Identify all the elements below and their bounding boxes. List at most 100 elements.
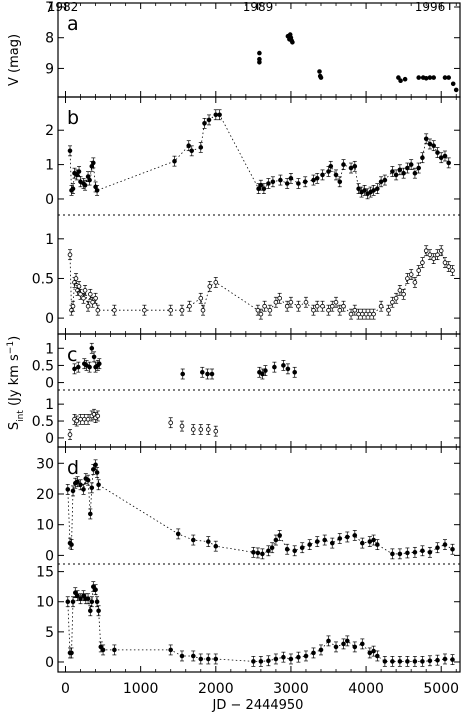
panel-b-lower-data-point xyxy=(88,291,93,297)
panel-a-data-point xyxy=(317,69,322,74)
panel-b-upper-data-point xyxy=(87,177,92,183)
panel-a-data-point xyxy=(427,75,433,80)
panel-b-lower-data-point xyxy=(277,295,283,301)
panel-b-lower-data-point xyxy=(420,260,425,265)
panel-b-lower-data-point xyxy=(81,295,86,301)
panel-b-lower-data-point xyxy=(284,303,290,309)
panel-b-lower-data-point xyxy=(207,284,213,289)
panel-b-upper-data-point xyxy=(94,188,100,193)
panel-d-upper-data-point xyxy=(284,546,290,552)
panel-b-lower-data-point xyxy=(405,276,410,281)
panel-b-upper-data-point xyxy=(213,112,219,118)
panel-d-upper-data-point xyxy=(65,487,71,492)
panel-d-upper-data-point xyxy=(390,551,395,557)
panel-d-lower-data-point xyxy=(70,599,76,604)
y-tick-label: 1 xyxy=(45,341,54,357)
panel-d-lower-data-point xyxy=(96,608,101,614)
panel-d-upper-data-point xyxy=(269,545,275,550)
panel-d-lower-data-point xyxy=(371,648,376,654)
panel-d-upper-data-point xyxy=(442,542,448,547)
panel-a-data-point xyxy=(396,75,401,80)
panel-a-data-point xyxy=(442,75,448,80)
panel-d-lower-data-point xyxy=(390,659,395,664)
panel-d-lower-data-point xyxy=(382,659,388,664)
panel-c-upper-data-point xyxy=(200,369,205,375)
panel-b-lower-data-point xyxy=(311,307,316,313)
panel-b-upper-data-point xyxy=(378,179,384,185)
panel-d-upper-data-point xyxy=(94,470,100,475)
panel-c-lower-data-point xyxy=(213,428,219,434)
year-label-1996: 1996 xyxy=(415,0,446,14)
panel-a-data-point xyxy=(398,78,403,83)
panel-d-upper-data-point xyxy=(427,549,433,555)
panel-d-upper-data-point xyxy=(450,546,455,552)
panel-b-upper-data-point xyxy=(270,179,276,185)
y-tick-label: 30 xyxy=(36,456,54,472)
panel-b-upper-data-point xyxy=(91,160,96,166)
panel-d-upper-data-point xyxy=(307,542,313,547)
panel-b-upper-data-point xyxy=(416,165,422,171)
panel-label-d: d xyxy=(67,457,79,479)
panel-d-lower-data-point xyxy=(281,654,286,660)
panel-b-upper-data-point xyxy=(393,172,399,178)
panel-b-lower-data-point xyxy=(112,307,117,313)
x-tick-label: 3000 xyxy=(273,681,309,697)
panel-b-lower-data-point xyxy=(356,311,361,317)
panel-b-lower-data-point xyxy=(386,307,391,313)
panel-b-upper-data-point xyxy=(278,177,283,183)
panel-frame-0 xyxy=(57,2,461,98)
panel-d-upper-data-point xyxy=(75,479,80,485)
panel-a-data-point xyxy=(290,39,295,45)
panel-b-upper-data-point xyxy=(341,162,346,167)
panel-d-lower-data-point xyxy=(78,596,83,601)
y-tick-label: 0.5 xyxy=(32,414,54,430)
panel-b-lower-data-point xyxy=(90,299,95,305)
panel-d-lower-data-point xyxy=(397,659,403,664)
panel-d-lower-data-point xyxy=(374,653,380,659)
panel-c-upper-data-point xyxy=(205,371,210,377)
panel-d-lower-data-point xyxy=(273,656,279,662)
panel-b-lower-data-point xyxy=(435,252,440,258)
panel-d-lower-data-point xyxy=(206,656,211,662)
panel-c-upper-data-point xyxy=(72,366,77,372)
panel-d-upper-data-point xyxy=(91,467,96,472)
panel-b-lower-data-point xyxy=(348,311,354,317)
panel-b-lower-data-point xyxy=(70,303,76,309)
panel-c-lower-data-point xyxy=(206,427,211,432)
panel-d-upper-data-point xyxy=(78,482,83,488)
panel-b-upper-data-point xyxy=(266,181,271,186)
panel-d-upper-data-point xyxy=(277,533,283,538)
panel-c-lower-data-point xyxy=(85,416,91,422)
panel-d-upper-data-point xyxy=(329,540,335,546)
y-tick-label: 15 xyxy=(36,565,54,581)
panel-b-upper-data-point xyxy=(261,186,267,192)
y-tick-label: 5 xyxy=(45,625,54,641)
panel-b-upper-data-point xyxy=(446,160,452,166)
panel-d-upper-data-point xyxy=(69,542,74,547)
panel-c-lower-data-point xyxy=(82,416,87,422)
y-tick-label: 20 xyxy=(36,487,54,503)
panel-d-lower-data-point xyxy=(450,657,455,662)
y-tick-label: 0.5 xyxy=(32,271,54,287)
panel-b-lower-data-point xyxy=(371,311,376,317)
panel-d-upper-data-point xyxy=(175,531,181,537)
panel-d-lower-data-point xyxy=(213,656,219,662)
panel-d-upper-data-point xyxy=(292,548,298,554)
panel-d-upper-data-point xyxy=(88,511,93,517)
panel-d-lower-data-point xyxy=(65,599,71,604)
panel-d-upper-data-point xyxy=(405,550,410,556)
panel-b-upper-data-point xyxy=(435,150,440,155)
panel-a-data-point xyxy=(423,76,429,81)
panel-b-lower-data-point xyxy=(255,307,261,313)
x-axis-title: JD − 2444950 xyxy=(212,698,304,713)
panel-b-lower-data-point xyxy=(378,303,384,309)
panel-b-lower-data-point xyxy=(333,299,339,305)
panel-b-upper-data-point xyxy=(390,169,395,174)
panel-d-upper-data-point xyxy=(412,549,418,555)
panel-b-upper-group: 0 1 2b xyxy=(45,107,460,208)
panel-b-upper-data-point xyxy=(67,148,73,154)
panel-b-upper-data-point xyxy=(296,181,301,186)
panel-a-data-point xyxy=(318,75,324,80)
panel-d-lower-data-point xyxy=(93,587,98,592)
